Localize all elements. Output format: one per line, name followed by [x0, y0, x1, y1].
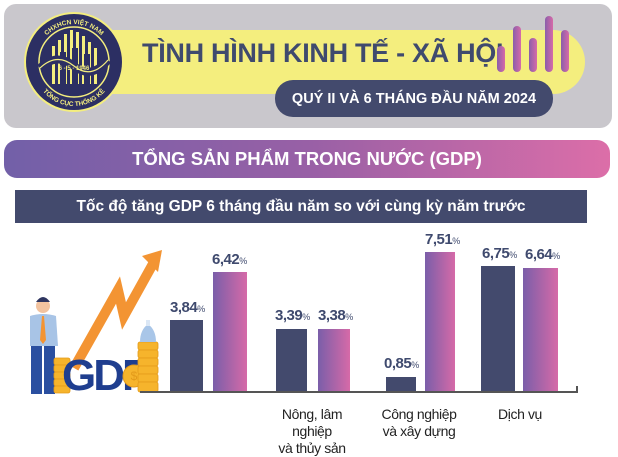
value-label: 3,38% — [318, 307, 353, 324]
section-banner: TỔNG SẢN PHẨM TRONG NƯỚC (GDP) — [4, 140, 610, 178]
gdp-growth-illustration-icon: GDP $ — [30, 250, 162, 395]
section-title: TỔNG SẢN PHẨM TRONG NƯỚC (GDP) — [132, 148, 482, 169]
category-label-services: Dịch vụ — [480, 406, 560, 423]
category-line: Công nghiệp — [381, 406, 457, 422]
value-label: 6,64% — [525, 246, 560, 263]
period-subtitle: QUÝ II VÀ 6 THÁNG ĐẦU NĂM 2024 — [275, 80, 553, 117]
value-label: 0,85% — [384, 355, 419, 372]
page-title: TÌNH HÌNH KINH TẾ - XÃ HỘI — [142, 38, 504, 68]
category-line: Dịch vụ — [498, 406, 542, 422]
svg-text:6 - 5 - 1946: 6 - 5 - 1946 — [59, 66, 90, 72]
bar-agriculture-series1 — [276, 329, 307, 391]
x-axis — [140, 391, 578, 393]
bar-industry-series1 — [386, 377, 416, 391]
bar-services-series2 — [523, 268, 558, 391]
chart-title-bar: Tốc độ tăng GDP 6 tháng đầu năm so với c… — [15, 190, 587, 223]
statistics-office-logo-icon: 6 - 5 - 1946 CHXHCN VIỆT NAM TỔNG CỤC TH… — [24, 12, 124, 112]
bar-services-series1 — [481, 266, 515, 391]
bar-total-series2 — [213, 272, 247, 391]
category-line: Nông, lâm nghiệp — [281, 406, 343, 439]
category-label-industry: Công nghiệp và xây dựng — [374, 406, 464, 440]
value-label: 6,42% — [212, 251, 247, 268]
category-line: và xây dựng — [382, 423, 456, 439]
value-label: 3,84% — [170, 299, 205, 316]
category-label-agriculture: Nông, lâm nghiệp và thủy sản — [262, 406, 362, 457]
svg-text:$: $ — [131, 369, 138, 383]
value-label: 3,39% — [275, 307, 310, 324]
chart-title: Tốc độ tăng GDP 6 tháng đầu năm so với c… — [76, 197, 526, 215]
x-axis-end-tick — [576, 386, 578, 393]
bar-chart-icon — [497, 16, 569, 72]
bar-industry-series2 — [425, 252, 455, 391]
bar-agriculture-series2 — [318, 329, 350, 391]
period-subtitle-text: QUÝ II VÀ 6 THÁNG ĐẦU NĂM 2024 — [291, 90, 537, 107]
bar-total-series1 — [170, 320, 203, 391]
value-label: 6,75% — [482, 245, 517, 262]
value-label: 7,51% — [425, 231, 460, 248]
